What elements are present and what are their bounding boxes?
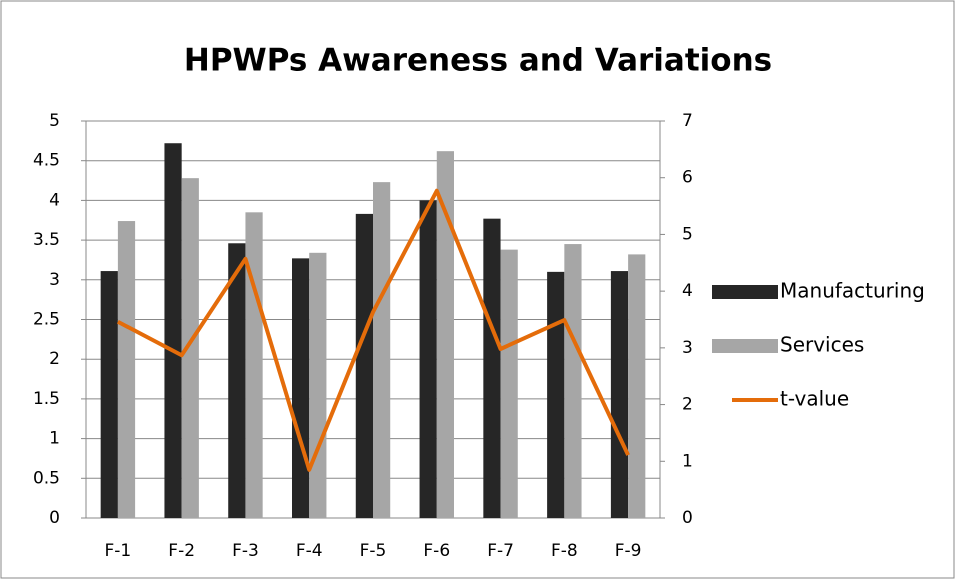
y2-tick-label: 7 [682,111,693,131]
y-tick-label: 4 [49,190,60,210]
bar [309,252,327,518]
y-tick-label: 1.5 [33,389,60,409]
y2-tick-label: 1 [682,451,693,471]
x-tick-label: F-9 [615,541,642,561]
bar [628,254,646,518]
x-tick-label: F-1 [105,541,132,561]
x-tick-label: F-8 [551,541,578,561]
bar [373,182,391,518]
x-tick-label: F-7 [487,541,514,561]
bar [436,151,454,518]
y2-tick-label: 3 [682,338,693,358]
y2-tick-label: 6 [682,168,693,188]
legend-label: Services [780,333,864,357]
legend-label: Manufacturing [780,279,925,303]
bar [610,271,629,518]
legend-label: t-value [780,387,849,411]
y-tick-label: 5 [49,111,60,131]
bar [100,271,118,518]
bar [547,271,565,518]
y-tick-label: 3.5 [33,230,60,250]
x-tick-label: F-6 [423,541,450,561]
line [116,188,630,472]
bar [500,249,518,519]
y-tick-label: 3 [49,270,60,290]
x-tick-label: F-3 [232,541,259,561]
y-tick-label: 0.5 [33,468,60,488]
y-tick-label: 4.5 [33,151,60,171]
y2-tick-label: 2 [682,395,693,415]
x-tick-label: F-5 [360,541,387,561]
bar [483,218,501,519]
bar [292,258,310,518]
chart-title: HPWPs Awareness and Variations [184,43,772,79]
bar [419,200,437,518]
bar [117,221,136,518]
y-tick-label: 2 [49,349,60,369]
bar [564,244,582,518]
legend-swatch [712,339,778,353]
bar [164,143,182,518]
bar [181,178,199,518]
y2-tick-label: 5 [682,224,693,244]
y-tick-label: 1 [49,429,60,449]
legend-swatch [712,285,778,299]
y2-tick-label: 0 [682,508,693,528]
y-tick-label: 2.5 [33,310,60,330]
bar [228,243,246,518]
bar [355,213,373,518]
y2-tick-label: 4 [682,281,693,301]
y-tick-label: 0 [49,508,60,528]
bar [245,212,263,518]
x-tick-label: F-2 [168,541,195,561]
x-tick-label: F-4 [296,541,323,561]
